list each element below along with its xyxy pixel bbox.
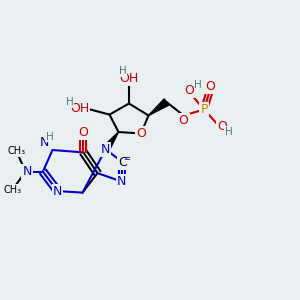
Text: C: C	[118, 155, 127, 169]
Text: P: P	[200, 103, 208, 116]
Text: O: O	[179, 114, 188, 128]
Text: OH: OH	[119, 71, 139, 85]
Text: CH₃: CH₃	[4, 184, 22, 195]
Text: O: O	[205, 80, 215, 93]
Polygon shape	[103, 132, 118, 152]
Text: N: N	[39, 136, 49, 149]
Text: H: H	[66, 97, 74, 107]
Text: N: N	[53, 184, 62, 198]
Text: H: H	[46, 131, 53, 142]
Text: CH₃: CH₃	[8, 146, 26, 157]
Text: N: N	[22, 165, 32, 178]
Text: O: O	[136, 127, 146, 140]
Text: H: H	[194, 80, 202, 90]
Text: =: =	[123, 154, 130, 164]
Text: H: H	[119, 66, 127, 76]
Text: O: O	[184, 83, 194, 97]
Text: N: N	[101, 143, 110, 156]
Text: OH: OH	[70, 102, 89, 115]
Text: H: H	[225, 127, 232, 137]
Polygon shape	[148, 99, 169, 116]
Text: O: O	[217, 119, 227, 133]
Text: N: N	[117, 175, 126, 188]
Text: O: O	[79, 125, 88, 139]
